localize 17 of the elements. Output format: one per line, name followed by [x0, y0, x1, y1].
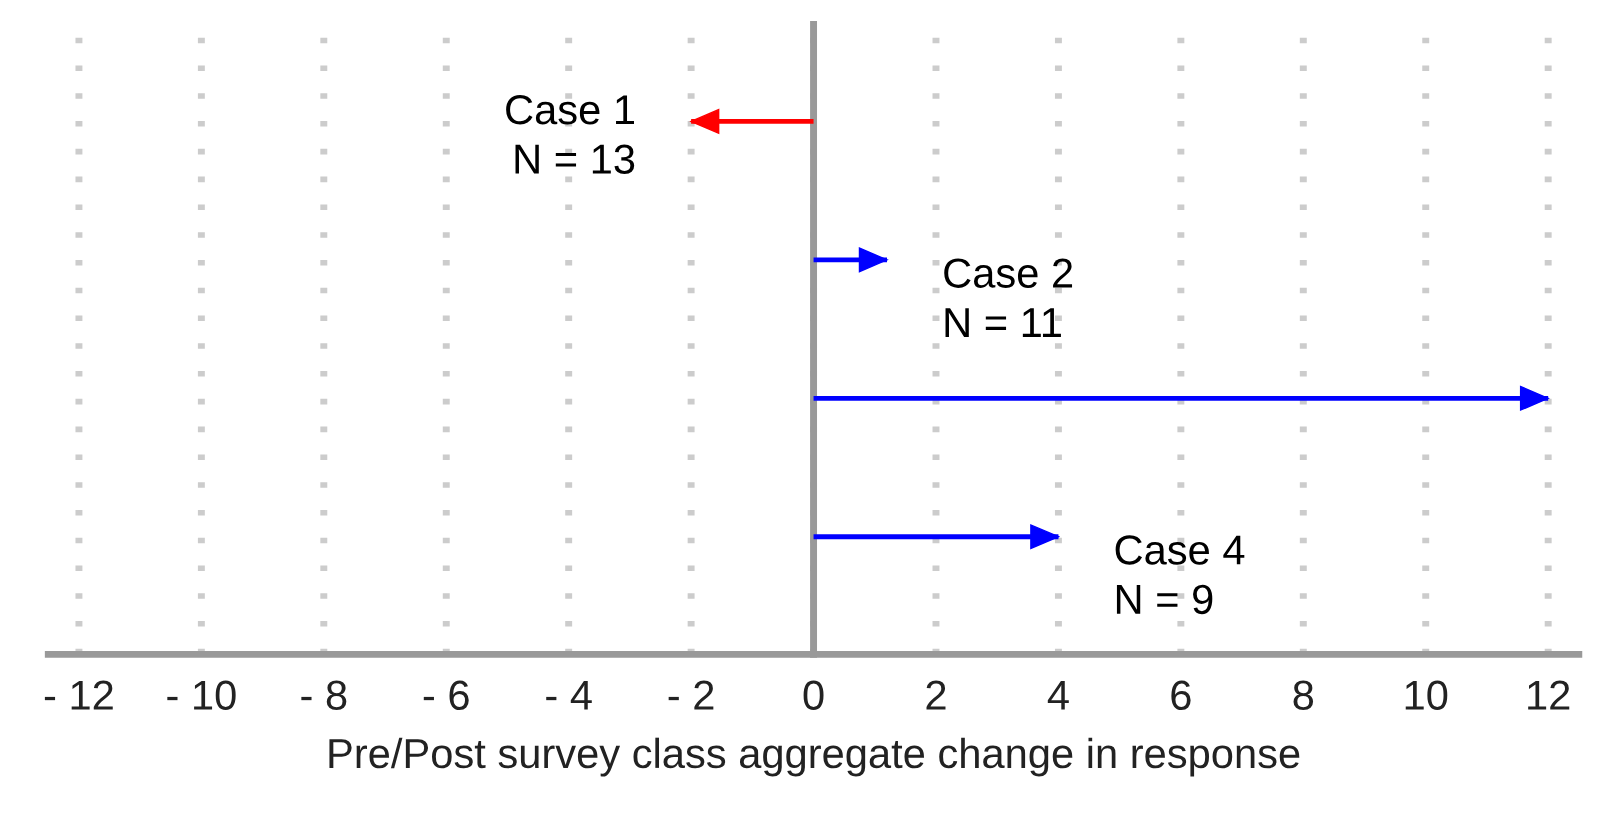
x-tick-label: 8	[1293, 680, 1314, 711]
x-tick-label: 10	[1405, 680, 1448, 711]
data-label: Case 4 N = 9	[1115, 535, 1245, 615]
x-axis-title: Pre/Post survey class aggregate change in response	[329, 737, 1300, 777]
data-label: Case 1 N = 13	[506, 95, 635, 174]
x-tick-label: 2	[926, 680, 946, 710]
x-tick-label: 0	[803, 680, 824, 711]
x-tick-label: - 6	[423, 680, 469, 711]
x-tick-label: 12	[1528, 680, 1570, 710]
x-tick-label: - 4	[546, 680, 592, 710]
x-tick-label: 6	[1171, 680, 1191, 711]
x-tick-label: - 10	[167, 680, 236, 711]
x-tick-label: - 8	[301, 680, 347, 711]
data-label: Case 2 N = 11	[944, 258, 1073, 337]
x-tick-label: - 12	[44, 680, 113, 710]
x-tick-label: 4	[1047, 680, 1069, 710]
x-tick-label: - 2	[668, 680, 714, 710]
